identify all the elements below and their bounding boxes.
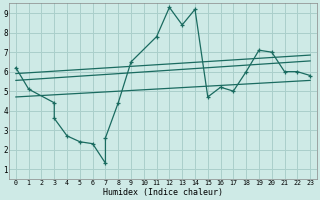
X-axis label: Humidex (Indice chaleur): Humidex (Indice chaleur) bbox=[103, 188, 223, 197]
